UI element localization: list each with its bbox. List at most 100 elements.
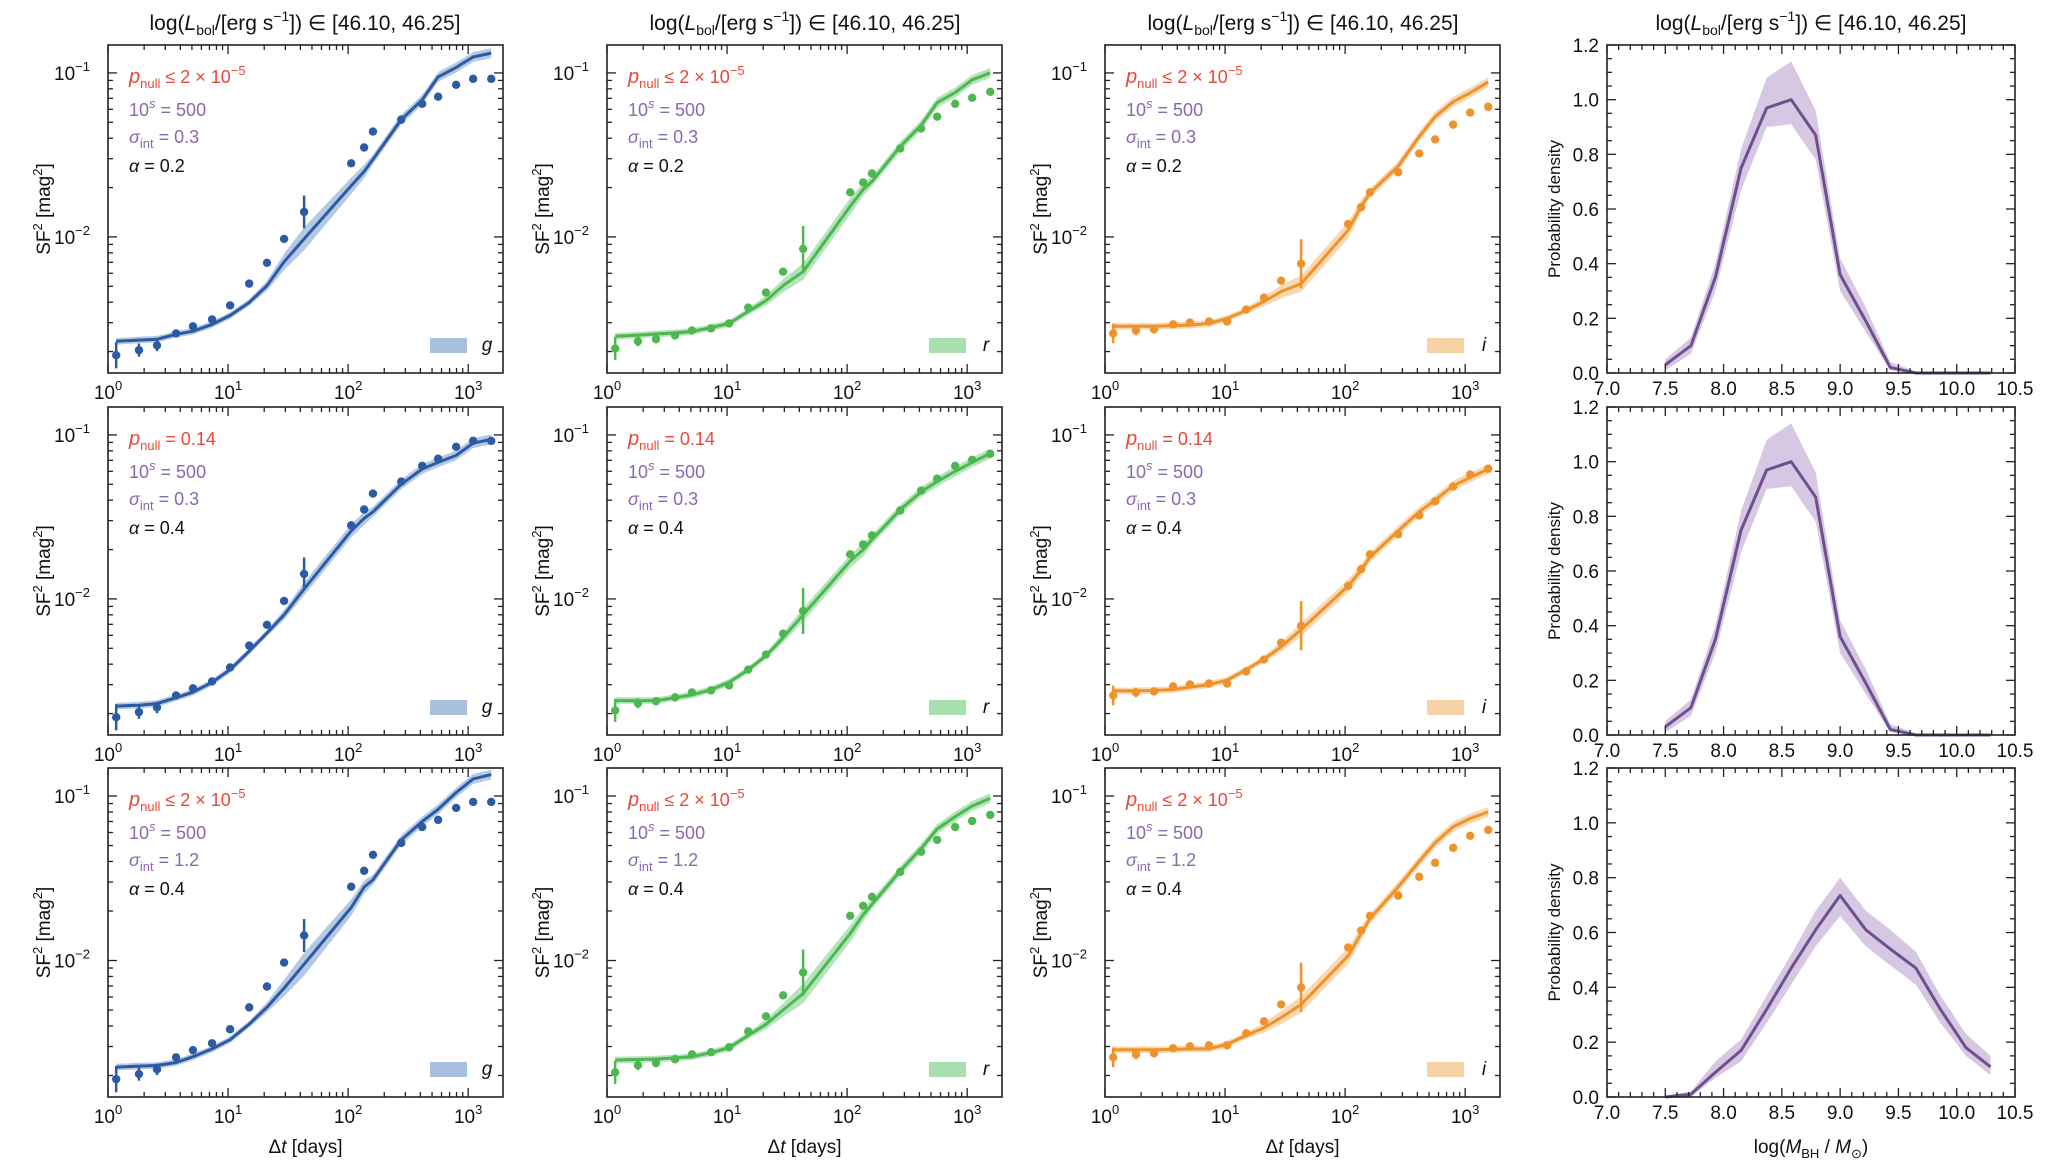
axes-frame (107, 406, 504, 736)
data-point (487, 797, 496, 807)
data-point (798, 968, 808, 977)
data-point (468, 74, 478, 84)
data-point (1448, 120, 1458, 129)
column-title: log(Lbol/[erg s−1]) ∈ [46.10, 46.25] (1148, 8, 1459, 38)
data-point (986, 87, 995, 97)
plot-area (1108, 77, 1493, 344)
x-tick-label: 9.5 (1885, 741, 1911, 762)
data-point (744, 303, 753, 312)
data-point (967, 816, 977, 826)
data-point (932, 112, 942, 121)
y-tick-label: 0.4 (1573, 617, 1600, 638)
s-annotation: 10s = 500 (1126, 96, 1203, 120)
x-tick-label: 8.0 (1710, 1103, 1736, 1124)
y-tick-label: 10−2 (1051, 223, 1087, 249)
x-tick-label: 103 (1451, 378, 1479, 404)
alpha-annotation: α = 0.4 (628, 518, 684, 538)
y-tick-label: 1.0 (1573, 91, 1599, 112)
x-tick-label: 100 (94, 1102, 122, 1128)
data-point (152, 341, 162, 350)
data-point (670, 693, 680, 702)
y-tick-label: 1.2 (1573, 36, 1599, 57)
y-axis-label: SF2 [mag2] (1027, 163, 1052, 255)
y-axis-label: SF2 [mag2] (529, 525, 554, 617)
bh-mass-pdf-panel-row3: 7.0 7.5 8.0 8.5 9.0 9.5 10.0 10.5 0.0 0.2 0.4 0.6 0.… (1545, 759, 2033, 1161)
data-point (670, 331, 680, 340)
data-point (468, 797, 478, 807)
x-tick-label: 102 (1331, 740, 1359, 766)
legend-swatch (929, 1062, 966, 1077)
x-tick-label: 101 (214, 378, 242, 404)
data-point (1343, 581, 1353, 591)
model-uncertainty-band (615, 793, 991, 1064)
x-tick-label: 100 (94, 740, 122, 766)
data-point (896, 144, 905, 153)
legend-label: r (983, 1059, 990, 1080)
pdf-line (1664, 98, 1991, 375)
data-point (706, 324, 716, 333)
data-point (845, 188, 855, 197)
data-point (188, 322, 198, 331)
alpha-annotation: α = 0.2 (129, 156, 185, 176)
x-tick-label: 9.5 (1885, 379, 1911, 400)
x-tick-label: 7.0 (1594, 379, 1620, 400)
legend-label: g (482, 697, 493, 718)
p-null-annotation: pnull ≤ 2 × 10−5 (128, 63, 246, 91)
data-point (417, 461, 427, 471)
data-point (1131, 688, 1141, 697)
y-tick-label: 10−1 (553, 421, 589, 447)
data-point (1484, 464, 1493, 473)
alpha-annotation: α = 0.4 (129, 518, 185, 538)
p-null-annotation: pnull ≤ 2 × 10−5 (128, 786, 246, 814)
data-point (1430, 497, 1440, 506)
data-point (798, 244, 808, 254)
data-point (610, 706, 620, 715)
data-point (1356, 202, 1366, 212)
data-point (1149, 687, 1159, 696)
y-tick-label: 10−1 (1051, 782, 1087, 808)
data-point (299, 569, 309, 579)
data-point (1394, 530, 1403, 539)
y-tick-label: 0.6 (1573, 562, 1599, 583)
legend-swatch (430, 700, 467, 715)
data-point (1296, 621, 1306, 630)
data-point (1108, 1053, 1118, 1062)
sigma-int-annotation: σint = 0.3 (129, 489, 199, 513)
data-point (134, 345, 144, 355)
legend-label: g (482, 1059, 493, 1080)
data-point (867, 892, 877, 901)
data-point (451, 803, 461, 813)
data-point (845, 911, 855, 920)
x-axis-label: Δt [days] (1266, 1137, 1340, 1158)
data-point (433, 454, 443, 463)
pdf-line (1665, 894, 1992, 1099)
x-tick-label: 7.0 (1594, 741, 1620, 762)
data-point (1185, 680, 1195, 689)
axes-frame (1104, 406, 1501, 736)
x-tick-label: 9.0 (1827, 1103, 1853, 1124)
x-tick-label: 101 (1211, 740, 1239, 766)
y-axis-label: SF2 [mag2] (30, 525, 55, 617)
data-point (1242, 667, 1251, 676)
x-tick-label: 100 (593, 1102, 621, 1128)
data-point (368, 489, 378, 498)
data-point (778, 991, 788, 1000)
x-tick-label: 103 (953, 740, 981, 766)
plot-area (111, 48, 496, 369)
legend-swatch (430, 338, 467, 353)
axes-frame (606, 767, 1003, 1098)
sf-panel-r-row2: 100 101 102 103 10−2 10−1 SF2 [mag2] pnull = 0.… (529, 406, 1003, 766)
legend-swatch (929, 338, 966, 353)
x-tick-label: 103 (953, 1102, 981, 1128)
data-point (225, 301, 235, 310)
data-point (1365, 911, 1375, 920)
legend-label: g (482, 335, 493, 356)
data-point (1131, 326, 1141, 335)
s-annotation: 10s = 500 (628, 819, 705, 843)
data-point (1414, 511, 1424, 520)
s-annotation: 10s = 500 (628, 458, 705, 482)
x-tick-label: 8.5 (1769, 1103, 1795, 1124)
data-point (1414, 149, 1424, 158)
data-point (1108, 329, 1118, 338)
